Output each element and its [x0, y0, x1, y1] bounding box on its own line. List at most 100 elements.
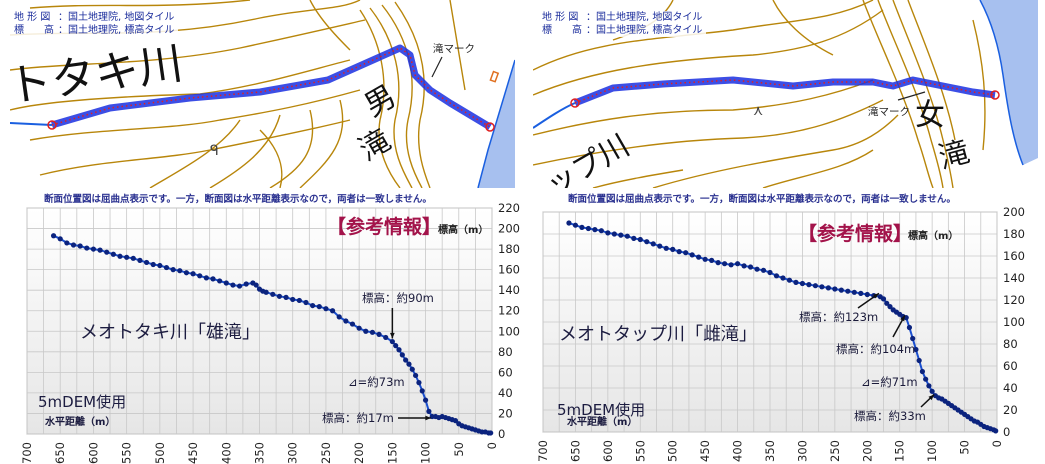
data-point: [117, 253, 123, 259]
x-tick-label: 650: [53, 442, 67, 464]
data-point: [110, 251, 116, 257]
data-point: [389, 338, 395, 345]
data-point: [572, 222, 579, 228]
data-point: [236, 283, 243, 289]
credit-value: ：国土地理院, 標高タイル: [586, 25, 703, 36]
map-falls-label-2: 滝: [354, 123, 397, 168]
y-tick-label: 80: [1003, 337, 1018, 351]
falls-mark-pointer: [431, 56, 443, 78]
annotation-arrow-head: [900, 315, 905, 322]
data-point: [230, 282, 236, 288]
annotation-drop-73: ⊿=約73m: [348, 375, 405, 389]
data-point: [728, 262, 734, 268]
contour-lines: [10, 0, 466, 188]
x-tick-label: 400: [219, 442, 233, 464]
profile-route: [47, 44, 495, 132]
data-point: [663, 245, 669, 251]
x-tick-label: 350: [253, 442, 267, 464]
route-start-marker: [47, 120, 57, 130]
data-point: [393, 343, 399, 349]
y-axis-label: 標高（m）: [438, 223, 488, 236]
data-point: [329, 308, 336, 314]
map-contour-symbol: ᑫ: [210, 143, 219, 159]
data-point: [90, 246, 97, 252]
y-tick-label: 0: [498, 427, 505, 441]
annotation-elevation-123: 標高：約123m: [799, 310, 878, 324]
x-tick-label: 450: [186, 442, 200, 464]
data-point: [611, 231, 617, 237]
falls-mark-pointer: [897, 91, 926, 101]
data-point: [363, 328, 369, 334]
data-point: [210, 276, 216, 282]
credit-value: ：国土地理院, 標高タイル: [58, 25, 175, 36]
map-falls-label-1: 女: [915, 98, 945, 133]
data-point: [819, 284, 825, 290]
data-point: [290, 296, 296, 303]
data-point: [696, 254, 702, 260]
data-point: [913, 346, 919, 353]
river-line: [533, 102, 576, 129]
y-tick-label: 200: [1003, 205, 1025, 219]
data-point: [734, 261, 741, 267]
data-point: [799, 280, 806, 287]
x-axis-label: 水平距離（m）: [44, 415, 115, 428]
data-point: [579, 224, 585, 230]
x-tick-label: 550: [120, 442, 134, 464]
x-tick-label: 500: [666, 440, 680, 462]
x-tick-label: 300: [286, 442, 300, 464]
data-point: [676, 249, 682, 255]
data-point: [825, 285, 831, 291]
data-point: [170, 267, 176, 273]
route-end-marker: [485, 122, 495, 132]
data-point: [650, 241, 656, 247]
data-point: [416, 380, 422, 386]
x-tick-label: 600: [86, 442, 100, 464]
annotation-elevation-104: 標高：約104m: [836, 342, 915, 356]
x-tick-label: 50: [958, 440, 972, 455]
data-point: [858, 290, 864, 296]
x-tick-label: 100: [419, 442, 433, 464]
y-tick-label: 20: [1003, 403, 1018, 417]
data-point: [296, 297, 302, 304]
y-tick-label: 20: [498, 406, 513, 420]
data-point: [57, 236, 63, 242]
data-point: [356, 325, 362, 331]
y-tick-label: 0: [1003, 425, 1010, 439]
data-point: [488, 430, 494, 436]
data-point: [452, 418, 459, 424]
data-point: [566, 220, 572, 226]
map-credit: 地 形 図 ：国土地理院, 地図タイル 標 高 ：国土地理院, 標高タイル: [10, 11, 179, 37]
y-tick-label: 180: [498, 242, 520, 256]
data-point: [403, 357, 409, 363]
data-point: [880, 296, 887, 302]
y-tick-label: 140: [1003, 271, 1025, 285]
data-point: [806, 282, 812, 288]
map-symbol: [489, 70, 500, 83]
map-canvas-medaki: ップ川 女 滝 滝マーク ⋏: [533, 0, 1038, 188]
x-tick-label: 650: [568, 440, 582, 462]
panel-medaki: ップ川 女 滝 滝マーク ⋏ 地 形 図 ：国土地理院, 地図タイル 標 高 ：国土…: [523, 0, 1045, 464]
dem-label: 5mDEM使用: [38, 393, 126, 411]
data-point: [916, 357, 922, 364]
x-tick-label: 450: [698, 440, 712, 462]
data-point: [637, 236, 643, 243]
data-point: [413, 372, 419, 379]
data-point: [919, 368, 926, 375]
data-point: [64, 240, 70, 246]
data-point: [767, 269, 773, 276]
map-falls-mark-label: 滝マーク: [433, 43, 475, 55]
data-point: [130, 255, 136, 261]
map-falls-mark-label: 滝マーク: [868, 106, 910, 118]
credit-key: 標 高: [542, 25, 582, 36]
y-tick-label: 180: [1003, 227, 1025, 241]
data-point: [993, 428, 999, 434]
route-points: [574, 79, 996, 104]
y-tick-label: 160: [1003, 249, 1025, 263]
data-point: [926, 383, 932, 389]
data-point: [303, 299, 309, 306]
x-tick-label: 700: [536, 440, 550, 462]
data-point: [343, 318, 349, 324]
dem-label: 5mDEM使用: [557, 401, 645, 419]
data-point: [812, 283, 818, 289]
y-tick-label: 200: [498, 222, 520, 236]
